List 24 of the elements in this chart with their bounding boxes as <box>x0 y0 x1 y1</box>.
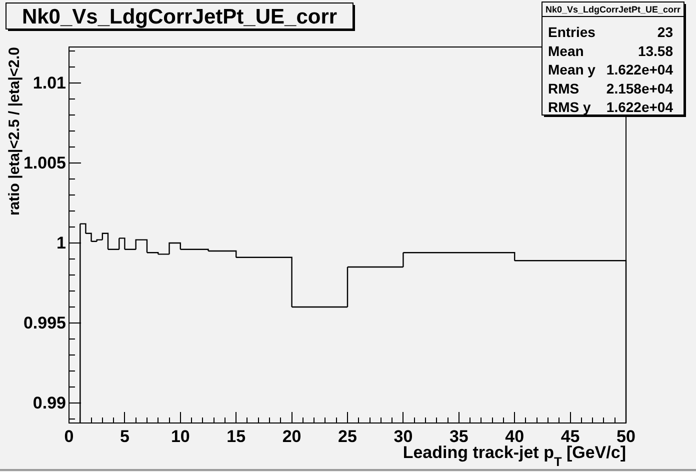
x-tick-label: 5 <box>120 427 130 446</box>
x-tick-label: 20 <box>282 427 302 446</box>
y-tick-label: 1.005 <box>23 153 66 172</box>
y-axis-title: ratio |eta|<2.5 / |eta|<2.0 <box>6 47 23 216</box>
y-tick-label: 1 <box>56 233 66 252</box>
annotation: 2.158e+04 <box>606 80 674 96</box>
annotation: 1.622e+04 <box>606 62 674 78</box>
text: Entries <box>548 24 596 40</box>
y-tick-label: 0.99 <box>32 393 66 412</box>
text: 13.58 <box>638 42 674 59</box>
y-tick-label: 0.995 <box>23 313 66 332</box>
annotation: 1.622e+04 <box>606 99 674 116</box>
text: 23 <box>657 24 674 40</box>
chart-title: Nk0_Vs_LdgCorrJetPt_UE_corr <box>22 6 338 28</box>
annotation: RMS <box>548 80 580 96</box>
x-tick-label: 25 <box>338 427 357 446</box>
annotation: Mean <box>548 42 584 59</box>
annotation: RMS y <box>548 99 591 116</box>
text: Nk0_Vs_LdgCorrJetPt_UE_corr <box>545 4 682 14</box>
annotation: Mean y <box>548 62 596 78</box>
y-tick-label: 1.01 <box>32 73 66 92</box>
x-tick-label: 0 <box>64 427 74 446</box>
x-tick-label: 15 <box>226 427 246 446</box>
x-tick-label: 10 <box>170 427 190 446</box>
